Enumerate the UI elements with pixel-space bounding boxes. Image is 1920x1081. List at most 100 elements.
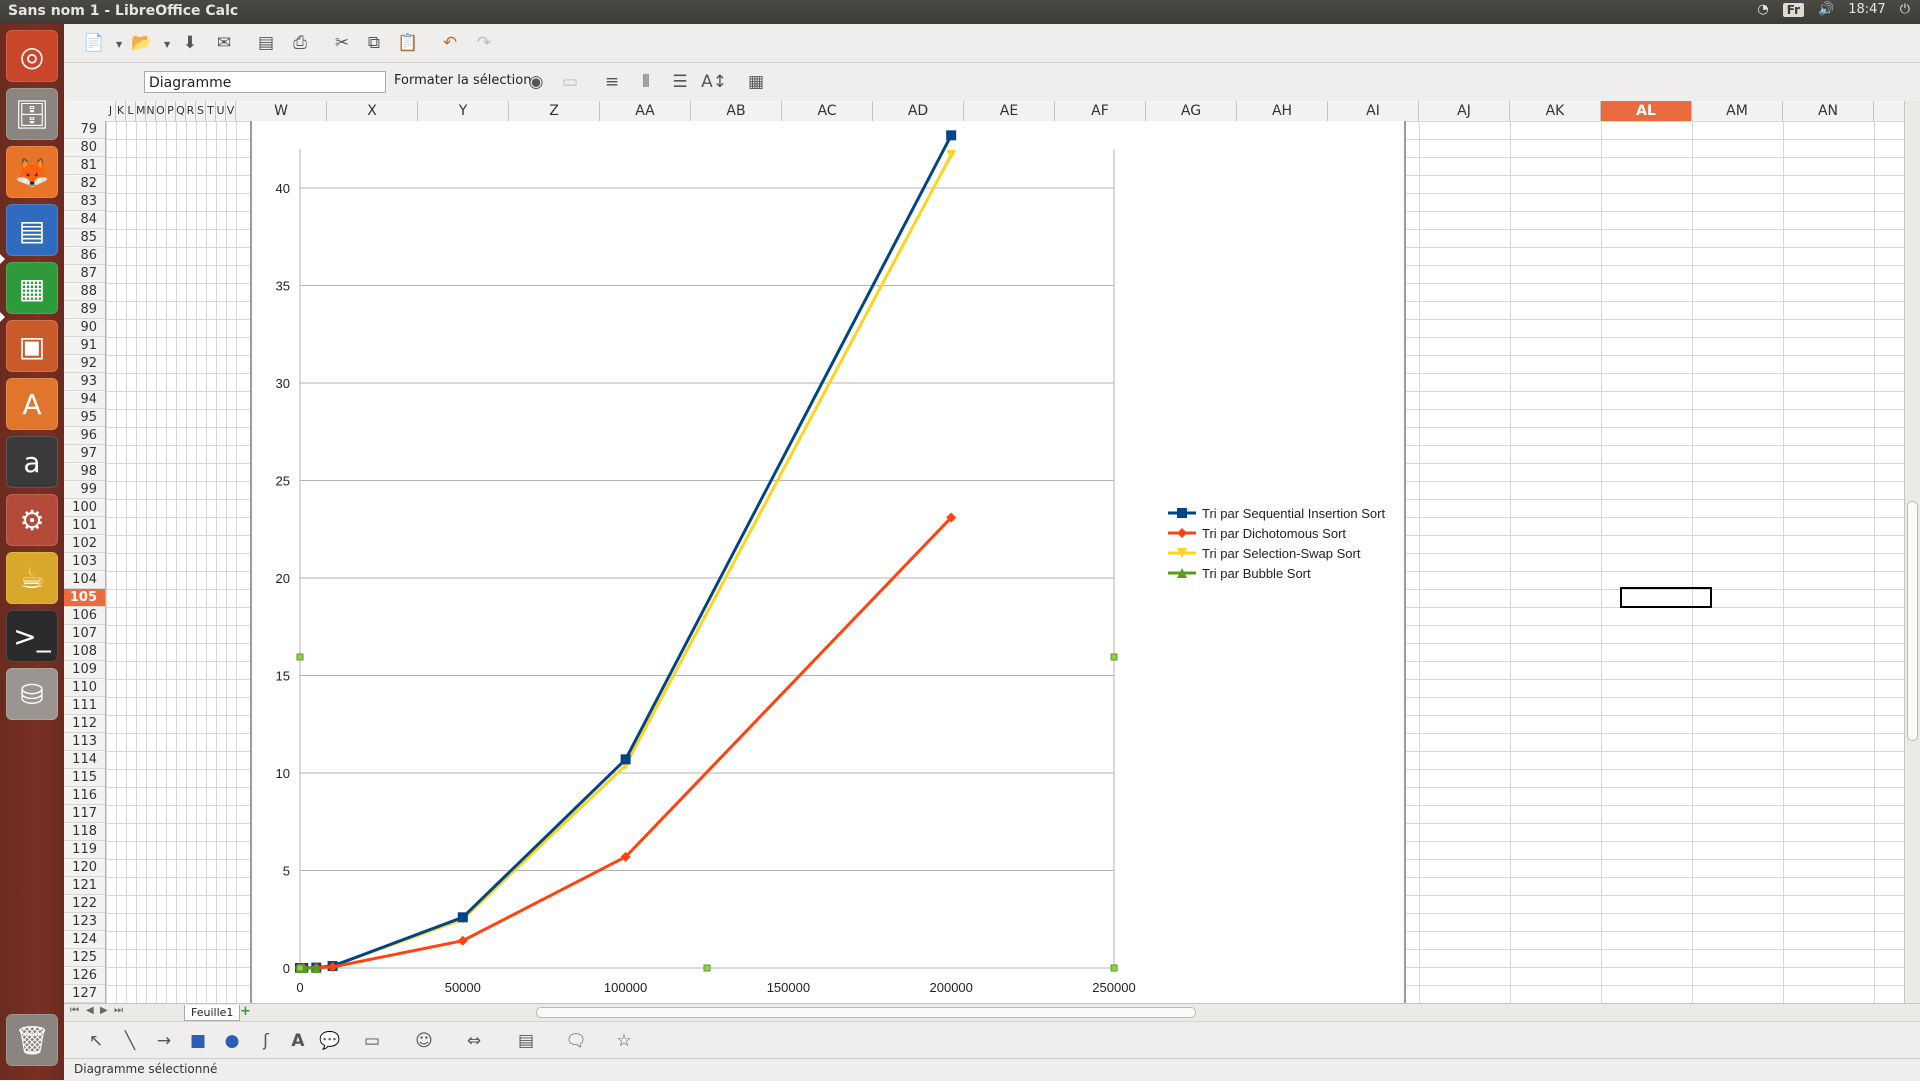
row-header-85[interactable]: 85 [64, 229, 105, 247]
data-point-marker[interactable] [457, 912, 468, 923]
row-header-105[interactable]: 105 [64, 589, 105, 607]
amazon-icon[interactable]: a [6, 436, 58, 488]
column-header-y[interactable]: Y [418, 101, 509, 121]
row-header-94[interactable]: 94 [64, 391, 105, 409]
redo-icon[interactable]: ↷ [476, 33, 492, 53]
open-folder-icon[interactable]: 📂 [131, 33, 153, 53]
format-selection-button[interactable]: Formater la sélection [394, 73, 532, 88]
row-header-88[interactable]: 88 [64, 283, 105, 301]
column-header-u[interactable]: U [216, 101, 226, 121]
row-header-79[interactable]: 79 [64, 121, 105, 139]
impress-icon[interactable]: ▣ [6, 320, 58, 372]
column-header-aa[interactable]: AA [600, 101, 691, 121]
resize-handle[interactable] [296, 964, 304, 972]
row-header-95[interactable]: 95 [64, 409, 105, 427]
column-header-p[interactable]: P [166, 101, 176, 121]
row-header-112[interactable]: 112 [64, 715, 105, 733]
column-header-k[interactable]: K [116, 101, 126, 121]
horizontal-scroll-thumb[interactable] [536, 1007, 1196, 1018]
line-chart[interactable]: 0 5 10 15 20 25 30 35 40 0 50000 100000 150000 200000… [252, 121, 1404, 1003]
row-header-110[interactable]: 110 [64, 679, 105, 697]
row-header-92[interactable]: 92 [64, 355, 105, 373]
row-header-111[interactable]: 111 [64, 697, 105, 715]
row-header-104[interactable]: 104 [64, 571, 105, 589]
vertical-grids-icon[interactable]: ⦀ [642, 72, 650, 92]
data-point-marker[interactable] [457, 935, 468, 946]
scale-text-icon[interactable]: A↕ [701, 72, 727, 92]
save-icon[interactable]: ⬇ [182, 33, 198, 53]
row-header-107[interactable]: 107 [64, 625, 105, 643]
row-header-84[interactable]: 84 [64, 211, 105, 229]
column-header-ad[interactable]: AD [873, 101, 964, 121]
resize-handle[interactable] [1110, 964, 1118, 972]
row-header-97[interactable]: 97 [64, 445, 105, 463]
row-header-100[interactable]: 100 [64, 499, 105, 517]
data-point-marker[interactable] [1177, 508, 1187, 518]
row-header-122[interactable]: 122 [64, 895, 105, 913]
prev-sheet-icon[interactable]: ◀ [86, 1005, 94, 1016]
trash-icon[interactable]: 🗑 [6, 1014, 58, 1066]
drive-icon[interactable]: ⛁ [6, 668, 58, 720]
row-header-98[interactable]: 98 [64, 463, 105, 481]
copy-icon[interactable]: ⧉ [367, 33, 381, 53]
column-header-am[interactable]: AM [1692, 101, 1783, 121]
column-header-w[interactable]: W [236, 101, 327, 121]
chevron-down-icon[interactable]: ▼ [116, 40, 123, 49]
symbol-shapes-icon[interactable]: ☺ [415, 1031, 433, 1051]
row-header-83[interactable]: 83 [64, 193, 105, 211]
column-header-ak[interactable]: AK [1510, 101, 1601, 121]
line-icon[interactable]: ╲ [124, 1031, 136, 1051]
data-point-marker[interactable] [946, 130, 957, 141]
keyboard-layout-indicator[interactable]: Fr [1782, 2, 1805, 17]
chart-object[interactable]: 0 5 10 15 20 25 30 35 40 0 50000 100000 150000 200000… [250, 121, 1406, 1003]
column-header-j[interactable]: J [106, 101, 116, 121]
column-header-ab[interactable]: AB [691, 101, 782, 121]
power-icon[interactable]: ⏻ [1899, 2, 1910, 17]
terminal-icon[interactable]: >_ [6, 610, 58, 662]
row-header-87[interactable]: 87 [64, 265, 105, 283]
callout-icon[interactable]: 💬 [319, 1031, 341, 1051]
column-header-l[interactable]: L [126, 101, 136, 121]
data-point-marker[interactable] [620, 754, 631, 765]
row-header-96[interactable]: 96 [64, 427, 105, 445]
row-header-106[interactable]: 106 [64, 607, 105, 625]
row-header-116[interactable]: 116 [64, 787, 105, 805]
column-header-aj[interactable]: AJ [1419, 101, 1510, 121]
data-point-marker[interactable] [327, 962, 338, 973]
stars-icon[interactable]: ☆ [616, 1031, 632, 1051]
resize-handle[interactable] [703, 964, 711, 972]
last-sheet-icon[interactable]: ⏭ [114, 1005, 123, 1016]
email-icon[interactable]: ✉ [216, 33, 232, 53]
series-line[interactable] [300, 154, 953, 970]
select-arrow-icon[interactable]: ↖ [88, 1031, 104, 1051]
chevron-down-icon[interactable]: ▼ [164, 40, 171, 49]
horizontal-grids-icon[interactable]: ≡ [604, 72, 620, 92]
freeform-icon[interactable]: ʃ [263, 1031, 269, 1051]
column-header-an[interactable]: AN [1783, 101, 1874, 121]
row-header-91[interactable]: 91 [64, 337, 105, 355]
column-header-z[interactable]: Z [509, 101, 600, 121]
column-header-af[interactable]: AF [1055, 101, 1146, 121]
text-icon[interactable]: A [291, 1031, 305, 1051]
column-header-x[interactable]: X [327, 101, 418, 121]
next-sheet-icon[interactable]: ▶ [100, 1005, 108, 1016]
add-sheet-icon[interactable]: + [240, 1004, 251, 1019]
row-header-82[interactable]: 82 [64, 175, 105, 193]
row-header-118[interactable]: 118 [64, 823, 105, 841]
row-header-119[interactable]: 119 [64, 841, 105, 859]
row-header-103[interactable]: 103 [64, 553, 105, 571]
column-header-t[interactable]: T [206, 101, 216, 121]
vertical-scroll-thumb[interactable] [1907, 501, 1918, 741]
column-header-ah[interactable]: AH [1237, 101, 1328, 121]
row-header-127[interactable]: 127 [64, 985, 105, 1003]
column-header-ae[interactable]: AE [964, 101, 1055, 121]
volume-icon[interactable]: 🔊 [1818, 2, 1835, 17]
column-header-ac[interactable]: AC [782, 101, 873, 121]
ellipse-icon[interactable]: ● [224, 1031, 240, 1051]
row-header-108[interactable]: 108 [64, 643, 105, 661]
row-header-93[interactable]: 93 [64, 373, 105, 391]
chart-area-icon[interactable]: ▭ [561, 72, 579, 92]
sheet-tab[interactable]: Feuille1 [184, 1005, 241, 1021]
resize-handle[interactable] [1110, 653, 1118, 661]
row-header-81[interactable]: 81 [64, 157, 105, 175]
